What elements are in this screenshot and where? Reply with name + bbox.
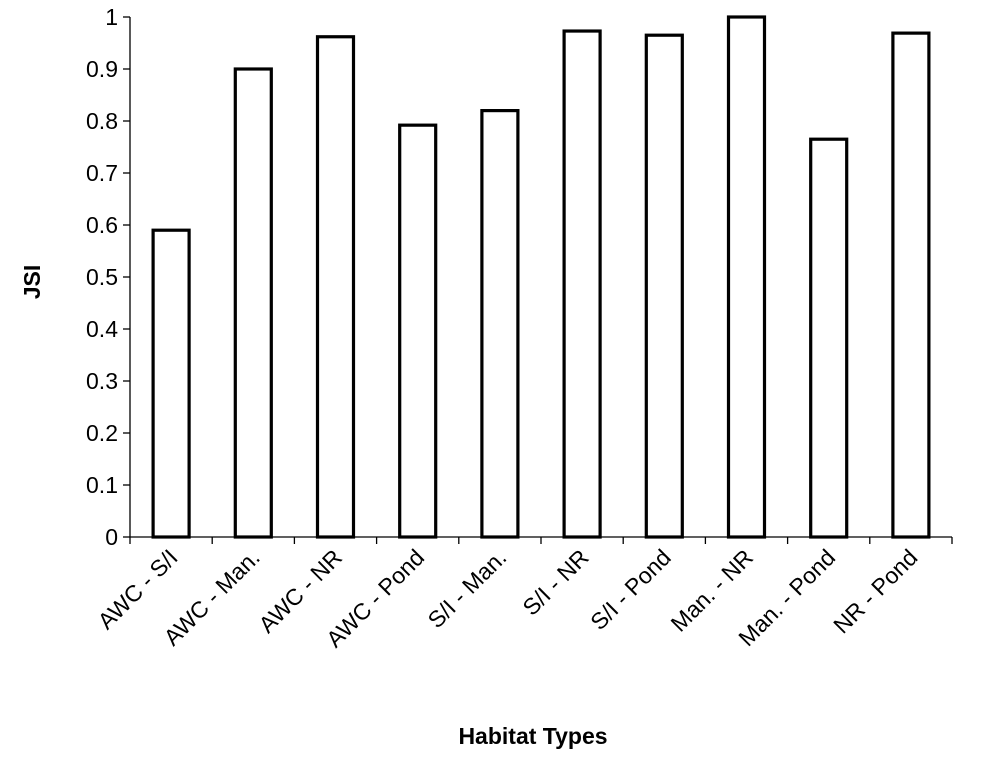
y-tick-label: 0.5 xyxy=(86,264,118,290)
x-category-label: NR - Pond xyxy=(828,544,922,638)
y-tick-label: 0 xyxy=(105,524,118,550)
bar xyxy=(151,228,191,539)
bars xyxy=(151,15,931,539)
bar xyxy=(315,35,356,539)
y-tick-label: 0.9 xyxy=(86,56,118,82)
x-axis-ticks xyxy=(129,537,953,544)
x-category-label: S/I - NR xyxy=(517,544,593,620)
bar xyxy=(644,33,684,539)
y-tick-label: 0.8 xyxy=(86,108,118,134)
bar xyxy=(480,108,520,539)
y-axis-ticks xyxy=(123,16,130,538)
x-axis-title: Habitat Types xyxy=(458,723,607,749)
y-tick-label: 0.7 xyxy=(86,160,118,186)
y-tick-label: 0.6 xyxy=(86,212,118,238)
y-tick-label: 0.4 xyxy=(86,316,118,342)
x-category-label: S/I - Pond xyxy=(585,544,676,635)
y-tick-label: 0.3 xyxy=(86,368,118,394)
bar xyxy=(891,31,931,539)
x-category-label: S/I - Man. xyxy=(423,544,512,633)
bar xyxy=(726,15,767,539)
y-tick-label: 0.1 xyxy=(86,472,118,498)
y-tick-label: 0.2 xyxy=(86,420,118,446)
bar xyxy=(809,137,849,539)
y-tick-label: 1 xyxy=(105,4,118,30)
bar xyxy=(398,123,438,539)
y-axis-tick-labels: 0 0.1 0.2 0.3 0.4 0.5 0.6 0.7 0.8 0.9 1 xyxy=(86,4,118,550)
y-axis-title: JSI xyxy=(19,265,45,300)
bar xyxy=(233,67,273,539)
bar xyxy=(562,29,602,539)
